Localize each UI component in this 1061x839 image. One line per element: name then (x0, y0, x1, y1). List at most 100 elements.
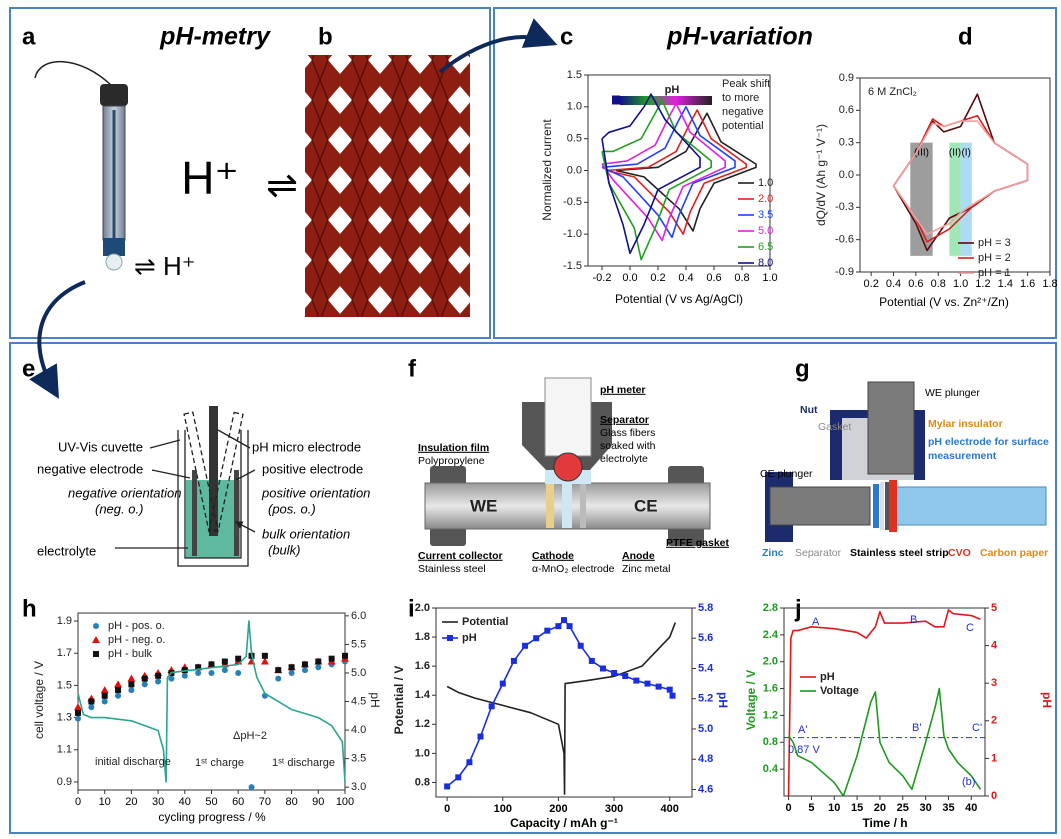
legend-label: pH - bulk (108, 648, 153, 660)
marker (288, 664, 295, 671)
x-tick-label: 10 (99, 796, 111, 808)
y2-tick-label: 4.5 (351, 695, 366, 707)
y-tick-label: 0.5 (567, 133, 582, 145)
panel-letter: j (794, 595, 802, 622)
x-tick-label: -0.2 (593, 272, 612, 284)
shaded-region (910, 142, 933, 256)
panel-letter: g (795, 355, 810, 382)
marker (181, 672, 188, 679)
x-tick-label: 20 (874, 802, 886, 814)
marker (128, 687, 135, 694)
marker (92, 636, 100, 643)
plot-frame (435, 607, 693, 798)
y-tick-label: 1.6 (415, 660, 430, 672)
marker (447, 635, 453, 641)
x-tick-label: 60 (232, 796, 244, 808)
y2-axis-label: pH (368, 692, 382, 707)
x-tick-label: 200 (549, 803, 567, 815)
series-line (787, 687, 982, 797)
x-tick-label: 20 (125, 796, 137, 808)
region-label: (II) (949, 147, 961, 158)
marker (248, 784, 255, 791)
marker (328, 655, 335, 662)
equilibrium-symbol: ⇌ (266, 165, 298, 207)
label: soaked with (600, 440, 656, 452)
marker (633, 677, 640, 684)
label: WE (470, 496, 497, 515)
annotation: A' (798, 724, 807, 736)
x-tick-label: 0.8 (931, 278, 946, 290)
y2-tick-label: 2 (991, 715, 997, 727)
label: CVO (948, 547, 971, 559)
label: Zinc (762, 547, 784, 559)
x-tick-label: 30 (152, 796, 164, 808)
panel-letter: h (22, 595, 37, 622)
annotation: potential (722, 120, 764, 132)
panel-letters: a b c d e f g h i j (22, 23, 973, 622)
x-tick-label: 1.4 (998, 278, 1013, 290)
panel-frame (9, 7, 491, 339)
marker (75, 709, 81, 716)
legend-label: pH - neg. o. (108, 634, 165, 646)
marker (466, 759, 473, 766)
annotation: B (910, 614, 917, 626)
marker (128, 681, 135, 688)
x-tick-label: 100 (336, 796, 354, 808)
series-line (601, 102, 726, 242)
plot-frame (783, 607, 986, 797)
marker (221, 658, 228, 665)
annotation: B' (912, 722, 921, 734)
y2-tick-label: 5.0 (351, 667, 366, 679)
marker (315, 664, 322, 671)
legend-label: 3.5 (758, 209, 773, 221)
x-tick-label: 25 (897, 802, 909, 814)
y-axis-label: cell voltage / V (32, 661, 46, 739)
x-axis-label: Time / h (862, 816, 907, 830)
label: negative electrode (37, 461, 143, 476)
cell-schematic (765, 381, 1047, 542)
label: Anode (622, 550, 655, 562)
label: Separator (600, 414, 649, 426)
y-axis-label: Potential / V (392, 666, 406, 735)
x-tick-label: 1.0 (762, 272, 777, 284)
series-line (77, 620, 346, 783)
marker (195, 664, 202, 671)
label: PTFE gasket (666, 537, 730, 549)
y2-tick-label: 0 (991, 790, 997, 802)
marker (141, 681, 148, 688)
x-tick-label: 35 (942, 802, 954, 814)
marker (510, 657, 517, 664)
equilibrium-label: ⇌ H⁺ (134, 251, 196, 281)
x-axis-label: Capacity / mAh g⁻¹ (510, 816, 618, 830)
panel-frame (9, 342, 1057, 834)
marker (488, 703, 495, 710)
x-tick-label: 40 (179, 796, 191, 808)
marker (101, 698, 108, 705)
series-line (446, 619, 674, 788)
x-tick-label: 90 (312, 796, 324, 808)
x-axis-label: Potential (V vs. Zn²⁺/Zn) (879, 295, 1009, 309)
x-tick-label: 300 (605, 803, 623, 815)
label: bulk orientation (262, 526, 350, 541)
x-tick-label: 30 (919, 802, 931, 814)
y-axis-label: Normalized current (540, 119, 554, 221)
y2-tick-label: 6.0 (351, 610, 366, 622)
annotation: pH (665, 84, 680, 96)
marker (301, 661, 308, 668)
y-tick-label: 1.2 (763, 709, 778, 721)
label: Insulation film (418, 442, 489, 454)
label: pH meter (600, 384, 646, 396)
x-tick-label: 0.4 (678, 272, 693, 284)
annotation: ΔpH~2 (233, 730, 267, 742)
label: electrolyte (600, 453, 648, 465)
x-tick-label: 80 (285, 796, 297, 808)
marker (74, 703, 82, 711)
series-line (601, 93, 701, 255)
marker (644, 680, 651, 687)
panel-letter: e (22, 355, 35, 382)
y-tick-label: 1.3 (57, 711, 72, 723)
marker (533, 635, 540, 642)
y-tick-label: -0.5 (563, 196, 582, 208)
y2-tick-label: 5.6 (698, 632, 713, 644)
